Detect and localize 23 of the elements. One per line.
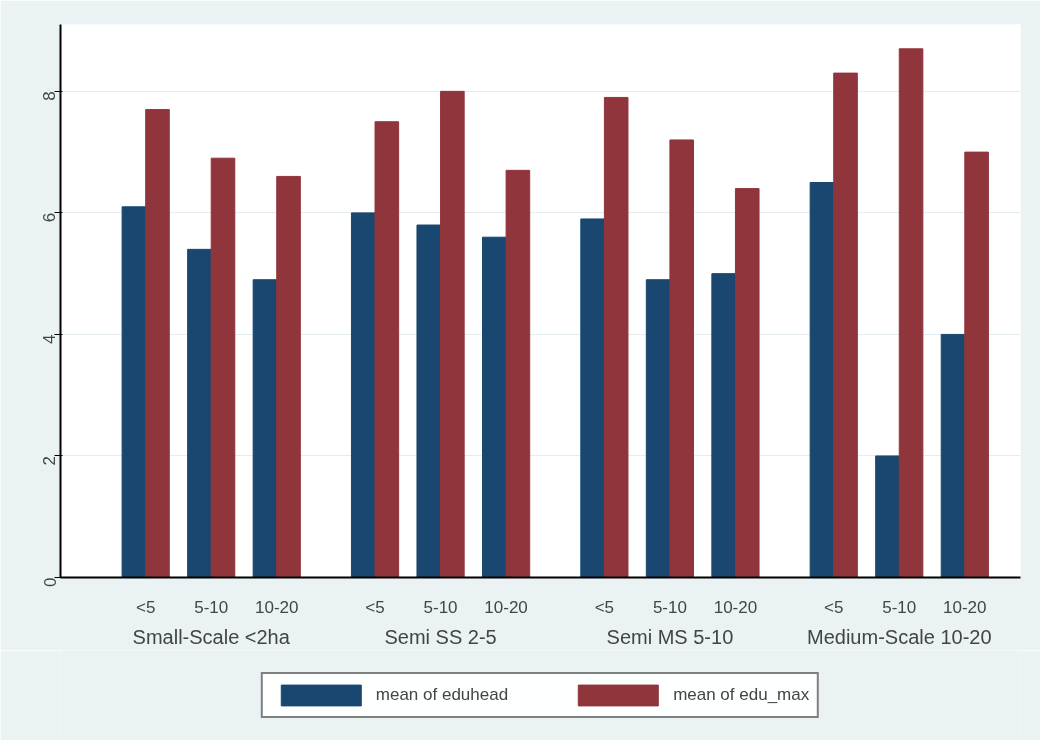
x-tick-label: <5: [594, 597, 615, 617]
x-tick-label: <5: [365, 597, 385, 617]
y-tick-label: 8: [40, 91, 60, 101]
x-tick-label: 5-10: [882, 597, 917, 617]
y-tick-label: 6: [40, 212, 60, 223]
legend-label: mean of edu_max: [673, 685, 810, 705]
y-tick-label: 4: [40, 334, 60, 344]
x-tick-label: 10-20: [255, 597, 299, 617]
x-tick-label: 10-20: [484, 597, 528, 617]
x-tick-label: 5-10: [194, 597, 229, 617]
x-tick-label: 5-10: [423, 597, 458, 617]
x-tick-label: <5: [136, 597, 156, 617]
text: Semi SS 2-5: [384, 625, 497, 648]
text: Small-Scale <2ha: [132, 625, 291, 648]
x-tick-label: 10-20: [943, 597, 987, 617]
y-tick-label: 0: [40, 577, 60, 587]
x-tick-label: 5-10: [652, 597, 687, 617]
text: Medium-Scale 10-20: [807, 625, 992, 648]
y-tick-label: 2: [40, 455, 60, 466]
x-tick-label: <5: [824, 597, 844, 617]
x-tick-label: 10-20: [713, 597, 758, 617]
legend-label: mean of eduhead: [375, 685, 509, 705]
text: Semi MS 5-10: [606, 625, 734, 648]
